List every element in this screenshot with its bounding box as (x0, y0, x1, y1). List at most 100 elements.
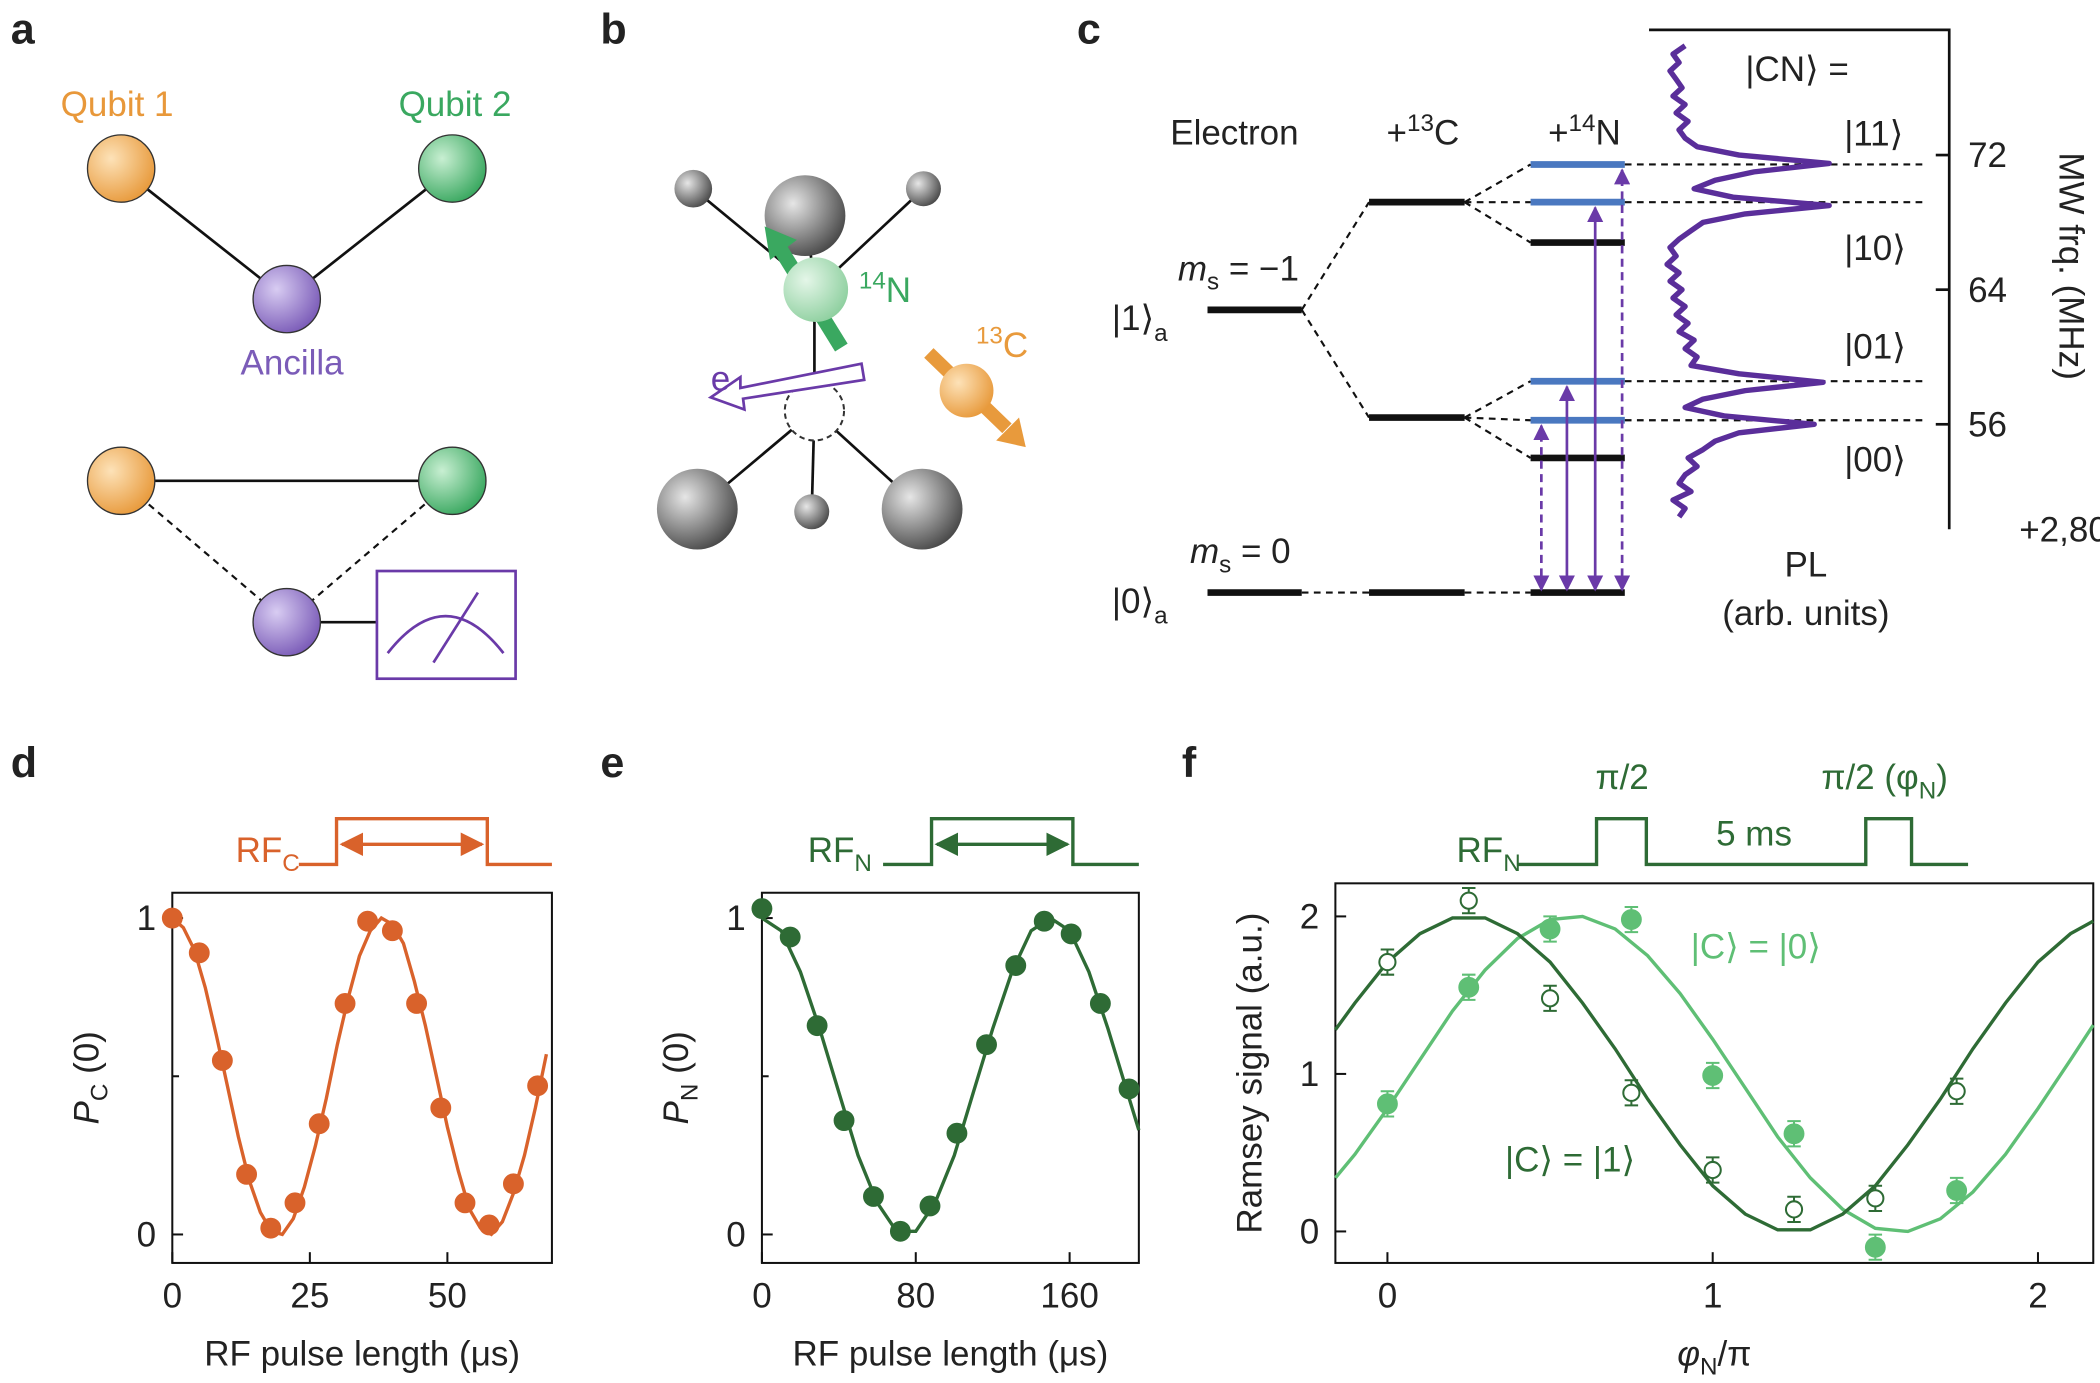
data-point (308, 1113, 330, 1135)
pulses (298, 817, 1969, 867)
data-point (1947, 1082, 1966, 1101)
pulse-label: C (282, 850, 300, 877)
axis-label: MW frq. (MHz) (2052, 152, 2091, 379)
tick-label: 64 (1968, 271, 2007, 310)
plot-frame (171, 891, 553, 1264)
label: |01⟩ (1844, 327, 1906, 366)
qubit-2 (417, 446, 487, 516)
data-point (863, 1186, 884, 1207)
panel-label: d (11, 739, 37, 787)
pulse-label: RF (1457, 831, 1504, 870)
data-point (1620, 909, 1642, 930)
data-point (381, 920, 403, 942)
axis-label: PL (1784, 545, 1827, 584)
electron-spin (707, 362, 866, 412)
label: C (1434, 113, 1459, 152)
fit-curve (1334, 916, 2095, 1232)
label: |CN⟩ = (1745, 50, 1848, 89)
link (120, 167, 288, 301)
panel-label: c (1077, 5, 1101, 53)
data-point (478, 1214, 500, 1236)
pulse (883, 817, 1139, 867)
axis-label: RF pulse length (μs) (204, 1334, 520, 1373)
label: |0⟩a (1112, 582, 1168, 630)
diagram-b: 14N e 13C (656, 169, 1028, 550)
label: |0⟩ (1112, 582, 1154, 621)
data-point (1702, 1065, 1724, 1086)
axis-label: N (1700, 1354, 1718, 1381)
pulse-label: RF (808, 831, 855, 870)
pulse-label: 5 ms (1716, 815, 1792, 854)
data-point (357, 910, 379, 932)
label: e (711, 360, 730, 399)
tick-label: 0 (137, 1216, 156, 1255)
label: = 0 (1231, 532, 1290, 571)
axis-label: φ (1677, 1334, 1700, 1373)
data-point (1703, 1160, 1722, 1180)
label: C (1003, 326, 1028, 365)
data-point (751, 898, 773, 920)
pulse-label: RFC (236, 831, 300, 877)
label: |11⟩ (1844, 115, 1903, 154)
tick-label: 1 (137, 899, 156, 938)
label: ms = −1 (1178, 249, 1299, 295)
data-point (806, 1015, 828, 1037)
ancilla (252, 587, 322, 657)
tick-label: 2 (2028, 1276, 2047, 1315)
pulse-label: π/2 (φN) (1821, 758, 1948, 804)
data-point (211, 1050, 233, 1071)
label: 14 (1569, 110, 1596, 137)
tick-label: 1 (726, 899, 745, 938)
data-point (334, 993, 356, 1014)
tick-label: 50 (428, 1276, 467, 1315)
axis-label: PN (0) (657, 1031, 703, 1124)
pulse-label: N (854, 850, 872, 877)
atom (656, 468, 738, 550)
fit-curve (760, 916, 1141, 1233)
label: |1⟩a (1112, 299, 1168, 347)
qubit-2 (417, 134, 487, 203)
tick-label: 0 (1300, 1213, 1319, 1252)
label: N (1595, 113, 1620, 152)
label: s (1207, 269, 1219, 296)
fit-curve (171, 915, 549, 1237)
label: Qubit 2 (399, 85, 512, 124)
atom (881, 468, 963, 550)
data-point (1864, 1236, 1886, 1258)
label: ms = 0 (1190, 532, 1291, 578)
data-point (1376, 1093, 1398, 1115)
tick-label: 0 (163, 1276, 182, 1315)
label: 13C (976, 323, 1028, 365)
pulse-label: π/2 (φ (1821, 758, 1918, 797)
tick-label: 1 (1703, 1276, 1722, 1315)
axis-label: /π (1718, 1334, 1752, 1373)
spectrum (1664, 43, 1832, 519)
spin-arrow-head (764, 226, 797, 261)
panel-label: f (1182, 739, 1197, 787)
data-point (1089, 993, 1111, 1014)
atom (674, 169, 713, 208)
panel-label: e (600, 739, 624, 787)
data-point (1458, 976, 1480, 998)
axis-label: (0) (67, 1031, 106, 1084)
pulse (298, 817, 552, 867)
tick-label: 25 (290, 1276, 329, 1315)
data-point (946, 1122, 968, 1144)
spin-arrow-head (996, 417, 1026, 448)
data-point (1540, 989, 1560, 1008)
data-point (454, 1192, 476, 1214)
label: a (1154, 320, 1168, 347)
axis-label: RF pulse length (μs) (792, 1334, 1108, 1373)
label: +14N (1548, 110, 1621, 152)
label: |10⟩ (1844, 229, 1906, 268)
plot-frame (760, 891, 1140, 1264)
connector (1300, 163, 1928, 594)
axis-label: (arb. units) (1722, 594, 1889, 633)
label: m (1178, 249, 1207, 288)
data-point (1033, 910, 1055, 932)
tick-label: 0 (752, 1276, 771, 1315)
pulse-label: RF (236, 831, 283, 870)
vacancy (783, 380, 846, 442)
label: a (1154, 603, 1168, 630)
axis-offset-label: +2,800 (2019, 510, 2100, 549)
